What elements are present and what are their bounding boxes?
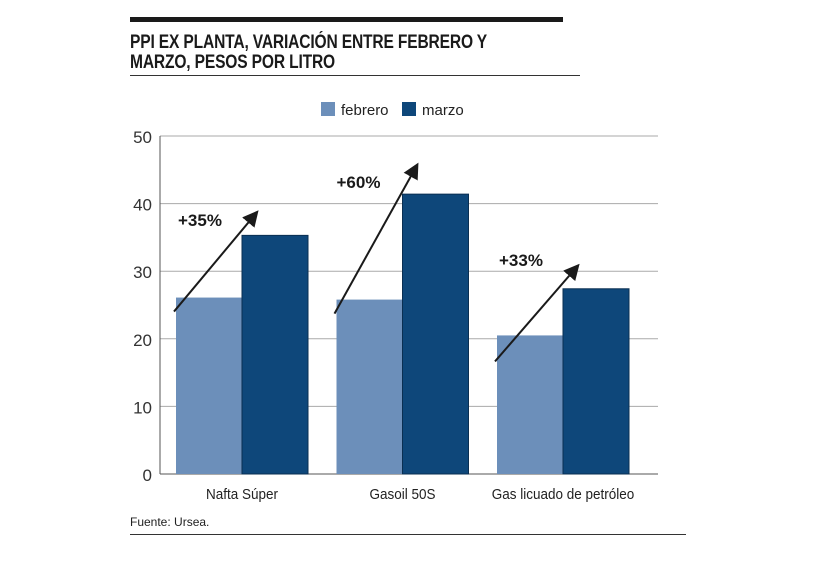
y-tick-label: 10: [133, 398, 152, 417]
percent-annotation: +33%: [499, 251, 543, 270]
y-tick-label: 0: [143, 466, 152, 485]
percent-annotation: +35%: [178, 211, 222, 230]
y-tick-label: 20: [133, 331, 152, 350]
bar-marzo: [241, 234, 309, 475]
increase-arrow: [494, 263, 580, 363]
increase-arrow: [173, 210, 259, 313]
y-tick-label: 50: [133, 128, 152, 147]
y-tick-label: 40: [133, 196, 152, 215]
bar-marzo: [562, 288, 630, 475]
top-bar: [130, 17, 563, 22]
x-tick-label: Gas licuado de petróleo: [492, 486, 634, 503]
x-tick-label: Gasoil 50S: [370, 486, 436, 503]
percent-annotation: +60%: [337, 173, 381, 192]
bar-febrero: [176, 297, 242, 474]
bar-marzo: [402, 193, 469, 475]
legend-label-marzo: marzo: [422, 102, 464, 119]
title-divider: [130, 75, 580, 76]
increase-arrow: [333, 162, 419, 315]
bar-febrero: [497, 335, 563, 474]
legend-swatch-marzo: [402, 102, 416, 116]
x-tick-label: Nafta Súper: [206, 486, 278, 503]
legend-label-febrero: febrero: [341, 102, 389, 119]
source-note: Fuente: Ursea.: [130, 515, 210, 529]
chart-title: PPI EX PLANTA, VARIACIÓN ENTRE FEBRERO Y…: [130, 32, 487, 73]
bottom-divider: [130, 534, 686, 535]
bar-febrero: [336, 299, 403, 474]
y-tick-label: 30: [133, 263, 152, 282]
legend-swatch-febrero: [321, 102, 335, 116]
